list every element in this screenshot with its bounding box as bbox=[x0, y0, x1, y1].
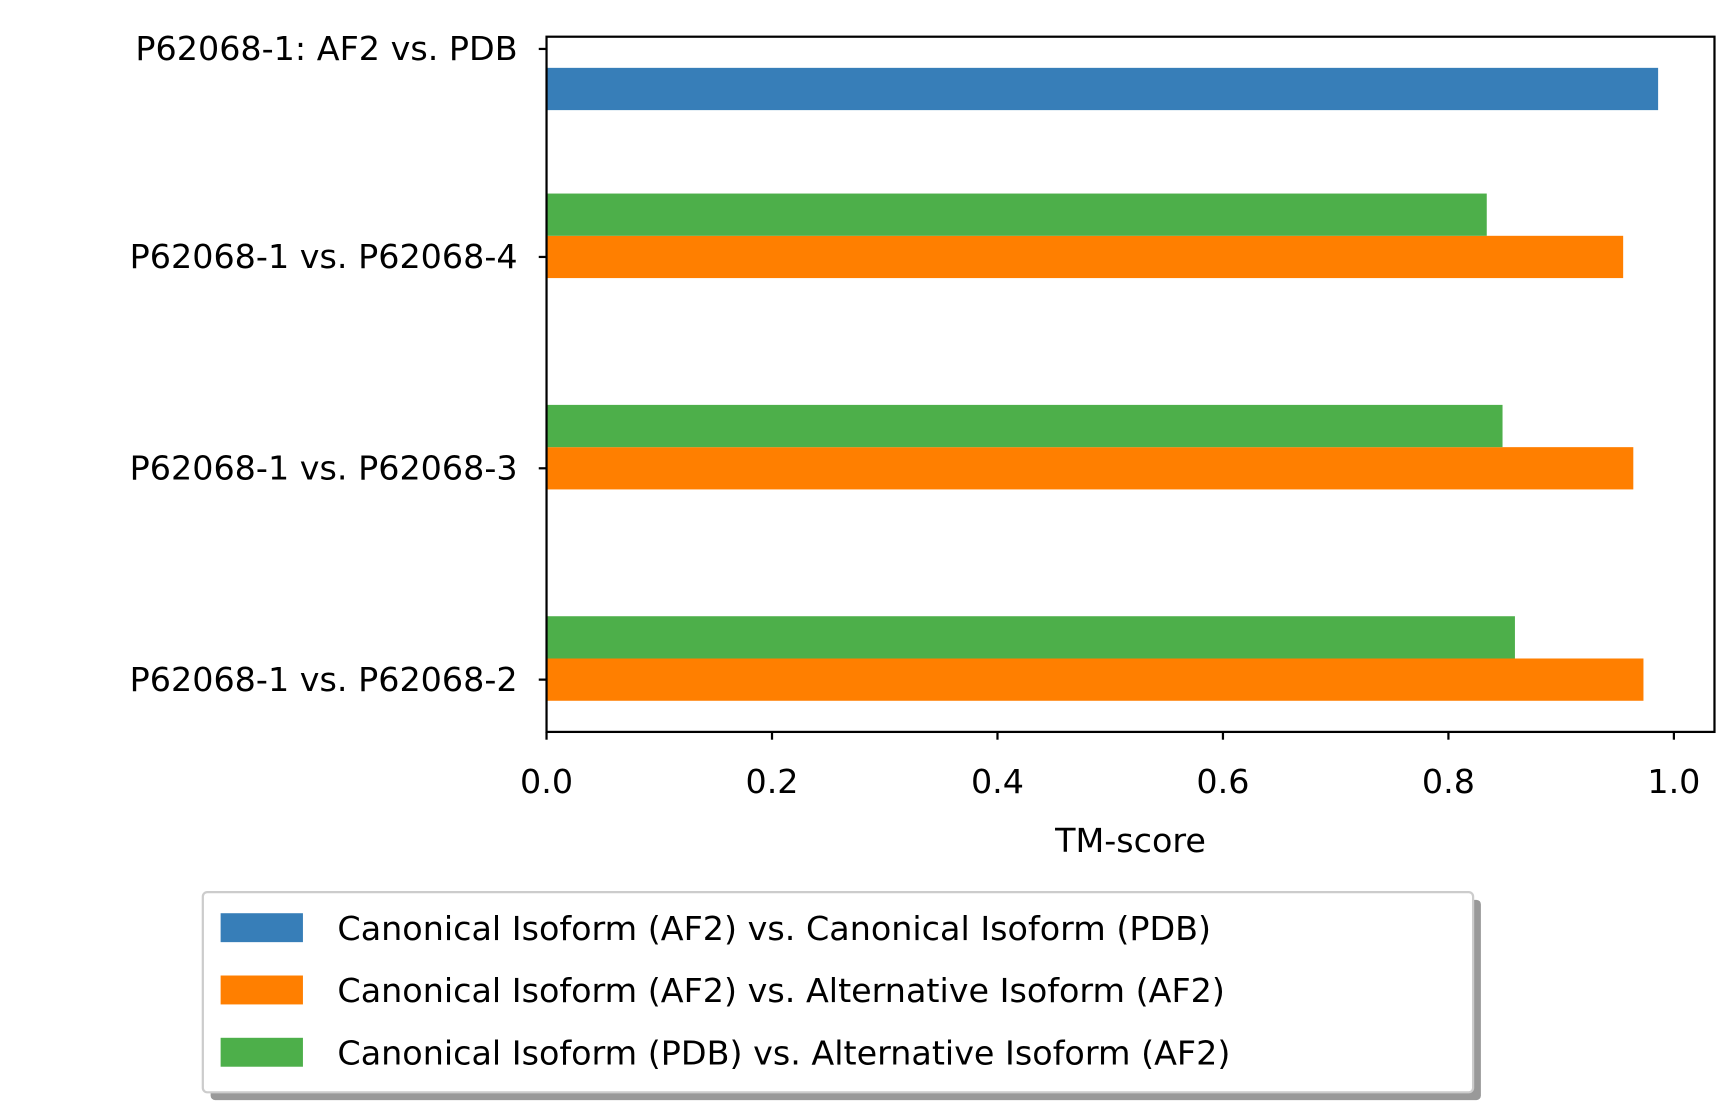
plot-frame bbox=[545, 35, 1716, 734]
x-tick-label: 1.0 bbox=[1647, 762, 1700, 801]
legend-box bbox=[201, 890, 1475, 1094]
legend: Canonical Isoform (AF2) vs. Canonical Is… bbox=[201, 890, 1481, 1101]
x-tick-label: 0.6 bbox=[1196, 762, 1249, 801]
x-axis: 0.0 0.2 0.4 0.6 0.8 1.0 bbox=[520, 731, 1700, 801]
y-tick-label: P62068-1 vs. P62068-4 bbox=[130, 237, 518, 276]
bar bbox=[546, 658, 1644, 701]
bars bbox=[546, 67, 1659, 701]
bar bbox=[546, 616, 1515, 659]
y-tick-label: P62068-1 vs. P62068-3 bbox=[130, 448, 518, 487]
legend-label: Canonical Isoform (PDB) vs. Alternative … bbox=[337, 1033, 1230, 1072]
bar bbox=[546, 193, 1487, 236]
y-axis: P62068-1: AF2 vs. PDB P62068-1 vs. P62068… bbox=[130, 29, 547, 699]
x-tick-label: 0.0 bbox=[520, 762, 573, 801]
bar bbox=[546, 67, 1659, 111]
x-tick-label: 0.4 bbox=[971, 762, 1024, 801]
bar bbox=[546, 447, 1634, 490]
legend-swatch bbox=[220, 913, 303, 943]
y-tick-label: P62068-1 vs. P62068-2 bbox=[130, 660, 518, 699]
legend-swatch bbox=[220, 975, 303, 1005]
legend-swatch bbox=[220, 1037, 303, 1067]
bar bbox=[546, 404, 1503, 448]
bar bbox=[546, 235, 1624, 279]
x-tick-label: 0.8 bbox=[1422, 762, 1475, 801]
x-axis-label: TM-score bbox=[1054, 821, 1206, 860]
legend-label: Canonical Isoform (AF2) vs. Alternative … bbox=[337, 971, 1224, 1010]
legend-label: Canonical Isoform (AF2) vs. Canonical Is… bbox=[337, 909, 1211, 948]
x-tick-label: 0.2 bbox=[745, 762, 798, 801]
y-tick-label: P62068-1: AF2 vs. PDB bbox=[135, 29, 517, 68]
